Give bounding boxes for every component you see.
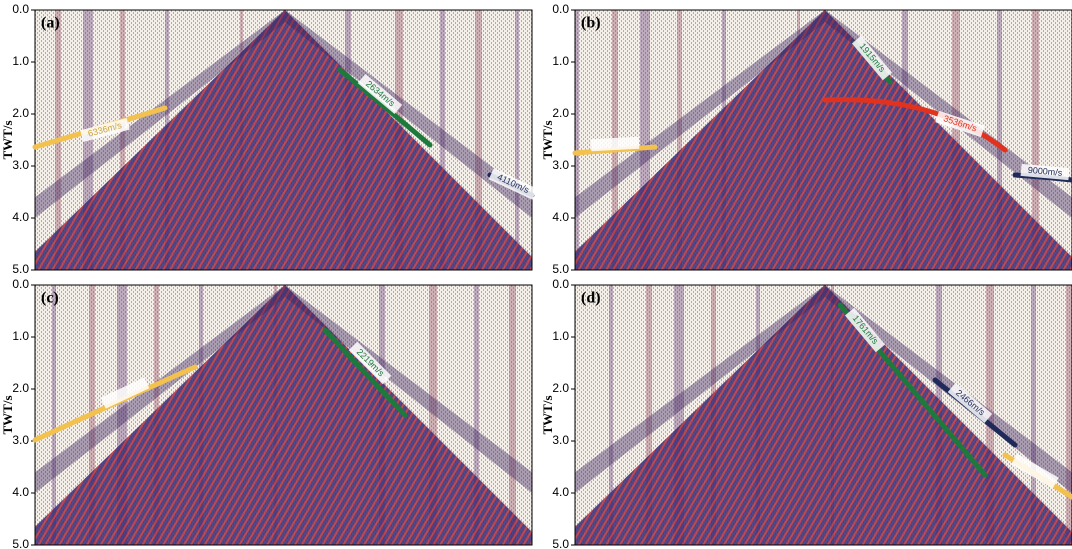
trace-streak xyxy=(429,285,437,545)
panel-frame xyxy=(574,284,1072,546)
label-box xyxy=(80,117,130,143)
label-box xyxy=(851,35,893,81)
velocity-line xyxy=(822,97,1008,153)
y-tick-label: 5.0 xyxy=(12,537,29,549)
y-tick-label: 4.0 xyxy=(552,210,569,224)
trace-streak xyxy=(1032,10,1039,270)
y-tick-label: 1.0 xyxy=(552,54,569,68)
y-tick-label: 5.0 xyxy=(552,537,569,549)
shot-gather xyxy=(575,285,1072,545)
y-tick-label: 0.0 xyxy=(12,277,29,291)
trace-streak xyxy=(117,285,127,545)
y-tick-label: 1.0 xyxy=(12,329,29,343)
y-tick-label: 4.0 xyxy=(12,210,29,224)
y-tick-label: 3.0 xyxy=(552,433,569,447)
shot-gather xyxy=(35,285,532,545)
panel-label: (d) xyxy=(581,290,601,307)
label-box xyxy=(1011,453,1059,489)
label-box xyxy=(348,341,392,385)
y-tick-label: 2.0 xyxy=(552,106,569,120)
label-box xyxy=(1020,163,1070,181)
velocity-label xyxy=(100,377,150,409)
panel-frame xyxy=(574,9,1072,271)
trace-streak xyxy=(674,285,684,545)
trace-streak xyxy=(952,10,960,270)
trace-streak xyxy=(120,10,125,270)
trace-streak xyxy=(1031,285,1036,545)
y-tick-label: 3.0 xyxy=(12,158,29,172)
velocity-label: 9000m/s xyxy=(1020,163,1070,181)
label-box xyxy=(935,110,985,138)
trace-streak xyxy=(1066,285,1072,545)
velocity-text: 9000m/s xyxy=(1027,165,1063,178)
y-axis-label: TWT/s xyxy=(0,120,15,159)
trace-streak xyxy=(509,285,516,545)
velocity-line xyxy=(337,67,433,148)
y-tick-label: 0.0 xyxy=(12,2,29,16)
label-box xyxy=(590,136,640,152)
y-tick-label: 0.0 xyxy=(552,2,569,16)
label-box xyxy=(100,377,150,409)
y-tick-label: 3.0 xyxy=(12,433,29,447)
shot-gather xyxy=(35,10,532,270)
trace-streak xyxy=(474,285,479,545)
trace-streak xyxy=(440,10,445,270)
panel: (b)0.01.02.03.04.05.0TWT/s1915m/s3536m/s… xyxy=(540,2,1072,276)
y-tick-label: 1.0 xyxy=(552,329,569,343)
label-box xyxy=(488,168,538,200)
y-tick-label: 4.0 xyxy=(552,485,569,499)
panel-label: (a) xyxy=(41,15,60,32)
panel-frame xyxy=(34,9,533,271)
label-box xyxy=(947,382,993,424)
trace-streak xyxy=(515,10,519,270)
y-tick-label: 3.0 xyxy=(552,158,569,172)
panel-label: (b) xyxy=(581,15,601,32)
y-tick-label: 2.0 xyxy=(12,106,29,120)
trace-streak xyxy=(475,10,482,270)
panel-frame xyxy=(34,284,533,546)
y-tick-label: 5.0 xyxy=(12,262,29,276)
velocity-label xyxy=(590,136,640,152)
y-axis-label: TWT/s xyxy=(540,395,555,434)
label-box xyxy=(844,307,886,353)
y-tick-label: 2.0 xyxy=(552,381,569,395)
trace-streak xyxy=(52,285,56,545)
y-axis-label: TWT/s xyxy=(0,395,15,434)
velocity-label xyxy=(1011,453,1059,489)
trace-streak xyxy=(646,285,652,545)
trace-streak xyxy=(640,10,650,270)
label-box xyxy=(357,73,403,115)
trace-streak xyxy=(575,10,579,270)
trace-streak xyxy=(677,10,682,270)
trace-streak xyxy=(997,10,1002,270)
shot-gather xyxy=(575,10,1072,270)
trace-streak xyxy=(609,285,613,545)
y-tick-label: 1.0 xyxy=(12,54,29,68)
panel-label: (c) xyxy=(41,290,59,307)
y-tick-label: 5.0 xyxy=(552,262,569,276)
y-tick-label: 4.0 xyxy=(12,485,29,499)
y-axis-label: TWT/s xyxy=(540,120,555,159)
y-tick-label: 2.0 xyxy=(12,381,29,395)
y-tick-label: 0.0 xyxy=(552,277,569,291)
velocity-line xyxy=(322,327,408,418)
